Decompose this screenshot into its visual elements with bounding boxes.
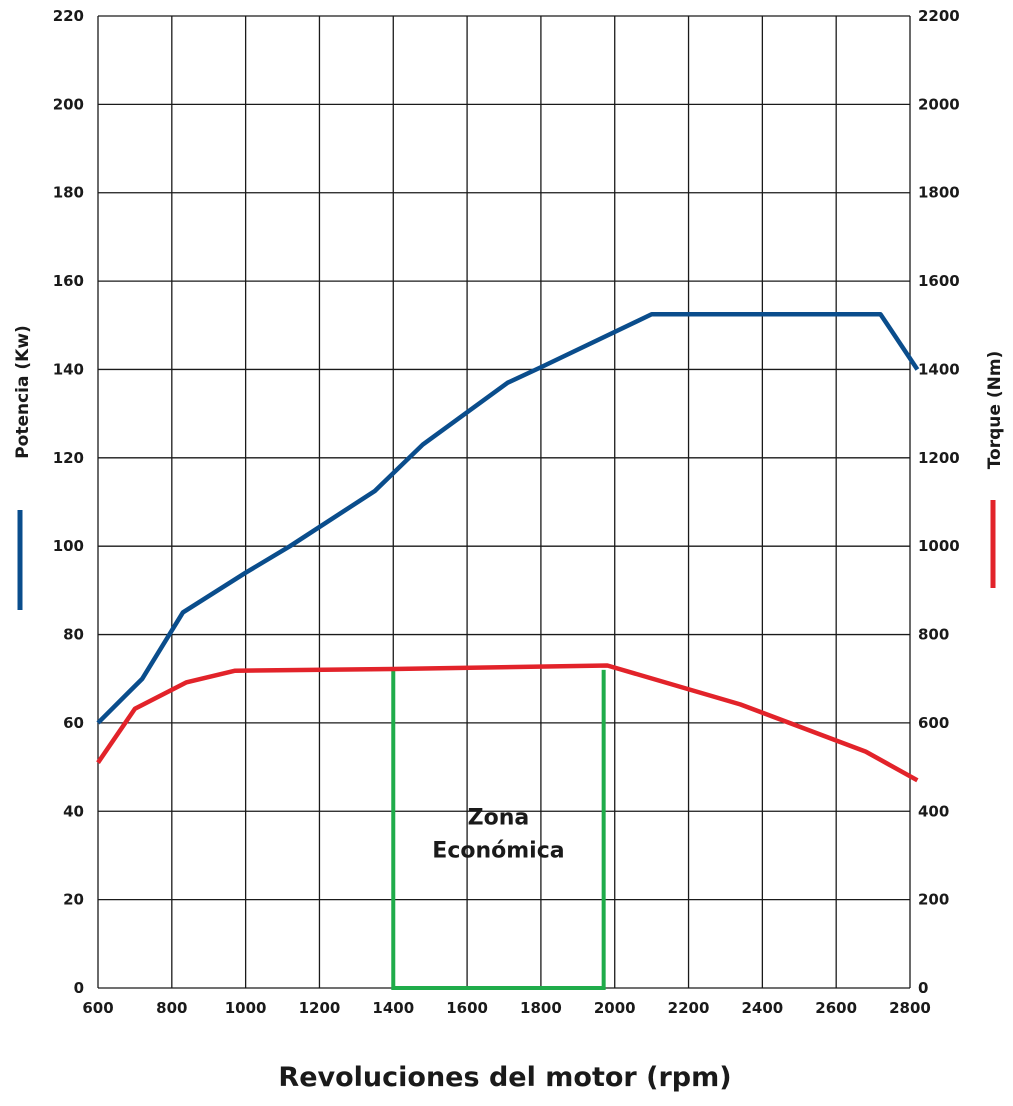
right-axis-title-group: Torque (Nm) bbox=[985, 351, 1005, 588]
economic-zone: Zona Económica bbox=[391, 669, 606, 990]
x-tick-label: 1800 bbox=[520, 999, 562, 1017]
y-left-tick-label: 140 bbox=[53, 360, 84, 378]
left-axis-title-group: Potencia (Kw) bbox=[13, 325, 33, 610]
x-tick-label: 1400 bbox=[372, 999, 414, 1017]
y-right-tick-label: 2200 bbox=[918, 7, 960, 25]
y-left-tick-label: 120 bbox=[53, 449, 84, 467]
y-right-tick-label: 0 bbox=[918, 979, 928, 997]
y-right-tick-label: 1600 bbox=[918, 272, 960, 290]
y-left-tick-label: 220 bbox=[53, 7, 84, 25]
x-tick-label: 2800 bbox=[889, 999, 931, 1017]
y-left-tick-label: 180 bbox=[53, 184, 84, 202]
y-right-tick-label: 1800 bbox=[918, 184, 960, 202]
x-tick-label: 2000 bbox=[594, 999, 636, 1017]
y-right-tick-label: 1200 bbox=[918, 449, 960, 467]
economic-zone-label-line2: Económica bbox=[432, 838, 564, 863]
x-tick-label: 1600 bbox=[446, 999, 488, 1017]
y-right-tick-label: 200 bbox=[918, 891, 949, 909]
torque-series-line bbox=[96, 663, 919, 783]
y-right-tick-label: 600 bbox=[918, 714, 949, 732]
x-axis-title: Revoluciones del motor (rpm) bbox=[278, 1062, 731, 1093]
x-tick-label: 2200 bbox=[668, 999, 710, 1017]
y-left-tick-label: 40 bbox=[63, 802, 84, 820]
y-left-tick-label: 200 bbox=[53, 95, 84, 113]
y-right-tick-label: 1400 bbox=[918, 360, 960, 378]
economic-zone-label-line1: Zona bbox=[468, 805, 530, 830]
y-right-tick-label: 2000 bbox=[918, 95, 960, 113]
y-right-tick-label: 400 bbox=[918, 802, 949, 820]
economic-zone-bracket bbox=[391, 669, 606, 990]
y-left-tick-label: 80 bbox=[63, 626, 84, 644]
x-tick-label: 1200 bbox=[299, 999, 341, 1017]
y-left-tick-label: 20 bbox=[63, 891, 84, 909]
x-tick-label: 1000 bbox=[225, 999, 267, 1017]
y-left-tick-label: 60 bbox=[63, 714, 84, 732]
y-left-tick-label: 100 bbox=[53, 537, 84, 555]
y-left-tick-label: 0 bbox=[74, 979, 84, 997]
x-tick-label: 2600 bbox=[815, 999, 857, 1017]
x-tick-label: 600 bbox=[82, 999, 113, 1017]
series bbox=[96, 311, 920, 783]
x-tick-label: 800 bbox=[156, 999, 187, 1017]
right-axis-title: Torque (Nm) bbox=[985, 351, 1005, 470]
y-left-tick-label: 160 bbox=[53, 272, 84, 290]
left-axis-title: Potencia (Kw) bbox=[13, 325, 33, 459]
y-right-tick-label: 1000 bbox=[918, 537, 960, 555]
tick-labels: 600 800 1000 1200 1400 1600 1800 2000 2200 2400 26… bbox=[53, 7, 960, 1017]
power-series-line bbox=[96, 311, 920, 725]
x-tick-label: 2400 bbox=[741, 999, 783, 1017]
y-right-tick-label: 800 bbox=[918, 626, 949, 644]
